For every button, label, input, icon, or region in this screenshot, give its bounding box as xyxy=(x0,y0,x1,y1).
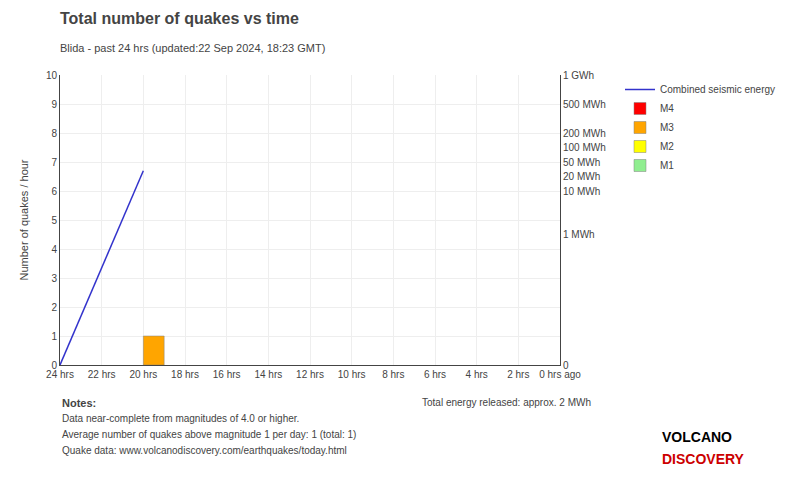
svg-text:14 hrs: 14 hrs xyxy=(254,369,282,380)
svg-text:10: 10 xyxy=(46,70,58,81)
svg-text:24 hrs: 24 hrs xyxy=(46,369,74,380)
svg-text:2 hrs: 2 hrs xyxy=(507,369,529,380)
svg-text:4: 4 xyxy=(51,244,57,255)
svg-text:2: 2 xyxy=(51,302,57,313)
svg-text:9: 9 xyxy=(51,99,57,110)
svg-text:Average number of quakes above: Average number of quakes above magnitude… xyxy=(62,429,356,440)
svg-text:M4: M4 xyxy=(660,103,674,114)
svg-text:50 MWh: 50 MWh xyxy=(563,157,600,168)
svg-text:0 hrs ago: 0 hrs ago xyxy=(539,369,581,380)
svg-text:Combined seismic energy: Combined seismic energy xyxy=(660,84,775,95)
svg-text:22 hrs: 22 hrs xyxy=(88,369,116,380)
svg-text:3: 3 xyxy=(51,273,57,284)
svg-text:20 hrs: 20 hrs xyxy=(129,369,157,380)
svg-text:1 GWh: 1 GWh xyxy=(563,70,594,81)
svg-text:DISCOVERY: DISCOVERY xyxy=(662,451,745,467)
svg-text:Quake data: www.volcanodiscove: Quake data: www.volcanodiscovery.com/ear… xyxy=(62,445,347,456)
svg-text:Total energy released: approx.: Total energy released: approx. 2 MWh xyxy=(422,397,591,408)
svg-text:M3: M3 xyxy=(660,122,674,133)
svg-text:M1: M1 xyxy=(660,160,674,171)
svg-text:Blida - past 24 hrs (updated:2: Blida - past 24 hrs (updated:22 Sep 2024… xyxy=(60,42,325,54)
svg-text:10 hrs: 10 hrs xyxy=(338,369,366,380)
svg-text:0: 0 xyxy=(563,360,569,371)
svg-text:6 hrs: 6 hrs xyxy=(424,369,446,380)
svg-text:4 hrs: 4 hrs xyxy=(466,369,488,380)
svg-text:18 hrs: 18 hrs xyxy=(171,369,199,380)
svg-text:7: 7 xyxy=(51,157,57,168)
svg-text:8 hrs: 8 hrs xyxy=(382,369,404,380)
svg-text:6: 6 xyxy=(51,186,57,197)
svg-text:Notes:: Notes: xyxy=(62,397,96,409)
svg-text:8: 8 xyxy=(51,128,57,139)
svg-text:1 MWh: 1 MWh xyxy=(563,229,595,240)
svg-text:Data near-complete from magnit: Data near-complete from magnitudes of 4.… xyxy=(62,413,299,424)
svg-text:12 hrs: 12 hrs xyxy=(296,369,324,380)
svg-text:M2: M2 xyxy=(660,141,674,152)
svg-text:10 MWh: 10 MWh xyxy=(563,186,600,197)
svg-text:0: 0 xyxy=(51,360,57,371)
svg-text:1: 1 xyxy=(51,331,57,342)
svg-text:200 MWh: 200 MWh xyxy=(563,128,606,139)
svg-text:5: 5 xyxy=(51,215,57,226)
svg-text:20 MWh: 20 MWh xyxy=(563,171,600,182)
svg-text:Number of quakes / hour: Number of quakes / hour xyxy=(18,159,30,280)
svg-text:Total number of quakes vs time: Total number of quakes vs time xyxy=(60,10,299,27)
svg-text:100 MWh: 100 MWh xyxy=(563,142,606,153)
svg-text:VOLCANO: VOLCANO xyxy=(662,429,732,445)
svg-text:16 hrs: 16 hrs xyxy=(213,369,241,380)
svg-text:500 MWh: 500 MWh xyxy=(563,99,606,110)
